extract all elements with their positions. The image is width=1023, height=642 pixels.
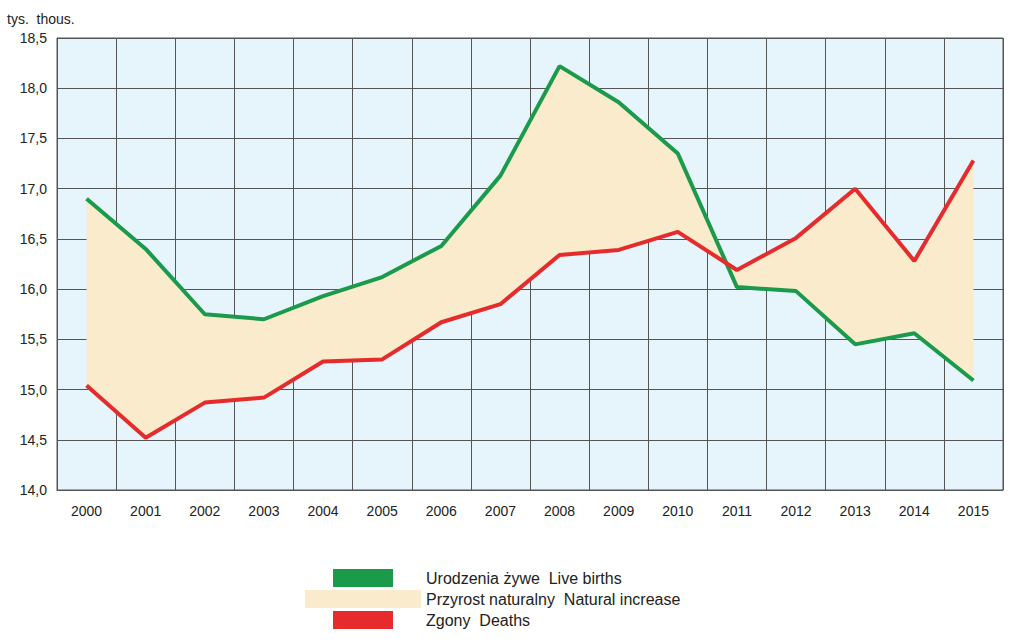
svg-text:2002: 2002 bbox=[189, 503, 220, 519]
svg-text:2004: 2004 bbox=[307, 503, 338, 519]
svg-text:2003: 2003 bbox=[248, 503, 279, 519]
svg-text:16,0: 16,0 bbox=[20, 281, 47, 297]
svg-text:2001: 2001 bbox=[130, 503, 161, 519]
svg-text:2014: 2014 bbox=[899, 503, 930, 519]
svg-text:2015: 2015 bbox=[958, 503, 989, 519]
svg-text:2000: 2000 bbox=[71, 503, 102, 519]
svg-text:14,0: 14,0 bbox=[20, 482, 47, 498]
svg-text:2005: 2005 bbox=[367, 503, 398, 519]
svg-text:2006: 2006 bbox=[426, 503, 457, 519]
svg-text:2013: 2013 bbox=[840, 503, 871, 519]
svg-text:Zgony Deaths: Zgony Deaths bbox=[426, 612, 530, 629]
svg-text:2012: 2012 bbox=[780, 503, 811, 519]
svg-text:16,5: 16,5 bbox=[20, 231, 47, 247]
svg-text:2011: 2011 bbox=[722, 503, 752, 519]
svg-text:18,0: 18,0 bbox=[20, 80, 47, 96]
svg-text:17,5: 17,5 bbox=[20, 130, 47, 146]
svg-text:14,5: 14,5 bbox=[20, 432, 47, 448]
svg-text:2007: 2007 bbox=[485, 503, 516, 519]
svg-text:tys. thous.: tys. thous. bbox=[7, 11, 75, 27]
svg-text:15,5: 15,5 bbox=[20, 331, 47, 347]
svg-text:Urodzenia żywe Live births: Urodzenia żywe Live births bbox=[426, 570, 622, 587]
svg-text:2009: 2009 bbox=[603, 503, 634, 519]
svg-text:17,0: 17,0 bbox=[20, 181, 47, 197]
svg-text:2008: 2008 bbox=[544, 503, 575, 519]
svg-text:18,5: 18,5 bbox=[20, 30, 47, 46]
svg-text:15,0: 15,0 bbox=[20, 382, 47, 398]
svg-text:Przyrost naturalny Natural in: Przyrost naturalny Natural increase bbox=[426, 591, 680, 608]
svg-text:2010: 2010 bbox=[662, 503, 693, 519]
